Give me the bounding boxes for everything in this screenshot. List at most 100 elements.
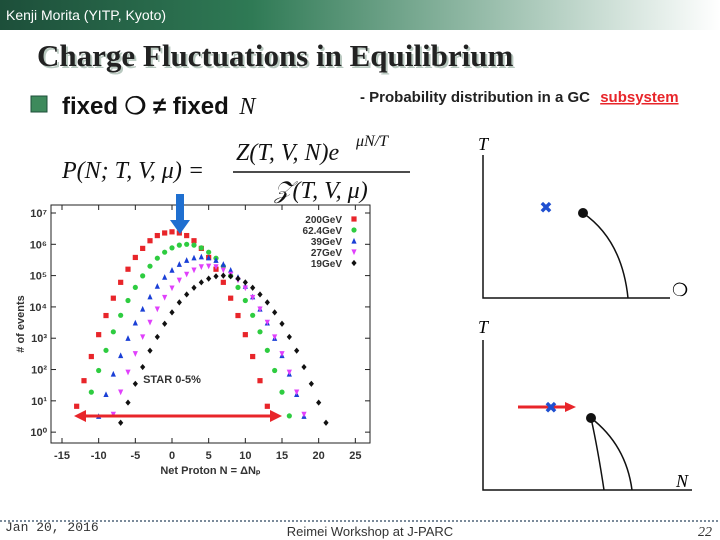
data-point — [184, 241, 190, 247]
data-point — [206, 254, 212, 261]
legend-label: 19GeV — [311, 259, 342, 270]
formula-lhs: P(N; T, V, μ) = — [61, 158, 204, 184]
data-point — [96, 367, 102, 374]
formula-denominator: 𝒵(T, V, μ) — [273, 178, 367, 204]
data-point — [228, 295, 234, 301]
footer-event: Reimei Workshop at J-PARC — [287, 524, 453, 539]
red-arrow-head — [565, 402, 576, 412]
legend-marker — [351, 216, 357, 222]
data-point — [169, 245, 175, 251]
data-point — [118, 352, 124, 359]
data-point — [118, 389, 124, 396]
data-point — [264, 347, 270, 353]
red-arrow-head — [270, 410, 282, 422]
x-tick-label: -5 — [130, 450, 140, 462]
data-point — [103, 312, 109, 319]
bullet-text: fixed ❍ ≠ fixed N — [62, 93, 257, 120]
legend-label: 39GeV — [311, 237, 342, 248]
page-number: 22 — [698, 525, 712, 540]
data-point — [191, 254, 197, 261]
data-point — [191, 284, 197, 291]
x-tick-label: -15 — [54, 450, 70, 462]
data-point — [140, 305, 146, 312]
data-point — [132, 319, 138, 326]
data-point — [154, 333, 160, 341]
bullet-phrase: fixed ❍ ≠ fixed — [62, 93, 229, 120]
y-tick-label: 10⁰ — [30, 427, 47, 439]
data-point — [264, 319, 270, 326]
blue-arrow-head — [170, 220, 190, 234]
data-point — [147, 347, 153, 354]
data-point — [228, 266, 234, 273]
data-point — [103, 391, 109, 398]
data-point — [191, 238, 197, 244]
header-author: Kenji Morita (YITP, Kyoto) — [6, 7, 166, 23]
x-tick-label: 20 — [313, 450, 325, 462]
data-point — [198, 264, 204, 270]
y-tick-label: 10⁵ — [30, 271, 47, 283]
y-tick-label: 10¹ — [31, 396, 47, 408]
data-point — [206, 275, 212, 282]
data-point — [184, 271, 190, 278]
data-point — [220, 267, 226, 274]
data-point — [118, 312, 124, 318]
axes — [482, 340, 692, 491]
data-point — [88, 389, 94, 395]
state-mark: ✖ — [539, 200, 552, 217]
axes — [482, 155, 670, 299]
legend-label: 27GeV — [311, 248, 342, 259]
data-point — [206, 263, 212, 270]
y-tick-label: 10⁶ — [30, 239, 47, 251]
x-tick-label: 0 — [169, 450, 175, 462]
data-point — [264, 299, 270, 306]
phase-diagram-top: T ❍ ✖ — [478, 134, 688, 300]
data-point — [132, 284, 138, 291]
formula-numerator: Z(T, V, N)e — [236, 140, 339, 166]
data-point — [154, 232, 160, 239]
data-point — [213, 257, 219, 263]
data-point — [198, 245, 204, 251]
data-point — [286, 333, 292, 341]
slide-title: Charge Fluctuations in Equilibrium — [37, 38, 513, 73]
data-point — [316, 399, 322, 406]
data-point — [162, 294, 168, 301]
data-point — [272, 309, 278, 316]
data-point — [162, 249, 168, 255]
data-point — [220, 272, 226, 279]
data-point — [88, 353, 94, 360]
data-point — [191, 267, 197, 274]
data-point — [74, 403, 80, 409]
legend-marker — [351, 227, 357, 233]
phase-curve — [582, 212, 629, 299]
data-point — [147, 319, 153, 326]
legend-marker — [351, 249, 357, 256]
data-point — [272, 334, 278, 341]
critical-point — [586, 413, 596, 423]
bullet-icon — [30, 95, 48, 113]
data-point — [272, 367, 278, 374]
data-point — [213, 273, 219, 280]
phase-diagram-bottom: T N ✖ — [478, 317, 692, 491]
data-point — [125, 335, 131, 341]
data-point — [154, 283, 160, 289]
data-point — [286, 413, 292, 419]
data-point — [242, 332, 248, 338]
legend-marker — [351, 259, 357, 267]
legend-label: 62.4GeV — [303, 226, 343, 237]
data-point — [162, 320, 168, 327]
x-tick-label: 10 — [239, 450, 251, 462]
footer-date: Jan 20, 2016 — [5, 520, 99, 535]
data-point — [257, 291, 263, 298]
data-point — [250, 294, 256, 301]
data-point — [176, 242, 182, 248]
data-point — [323, 419, 329, 426]
data-point — [257, 329, 263, 335]
legend-marker — [351, 237, 357, 244]
formula-exponent: μN/T — [355, 133, 389, 150]
data-point — [132, 351, 138, 357]
data-point — [279, 320, 285, 327]
data-point — [264, 403, 270, 409]
axis-label: T — [478, 317, 490, 337]
phase-curve — [590, 417, 633, 491]
data-point — [198, 279, 204, 286]
